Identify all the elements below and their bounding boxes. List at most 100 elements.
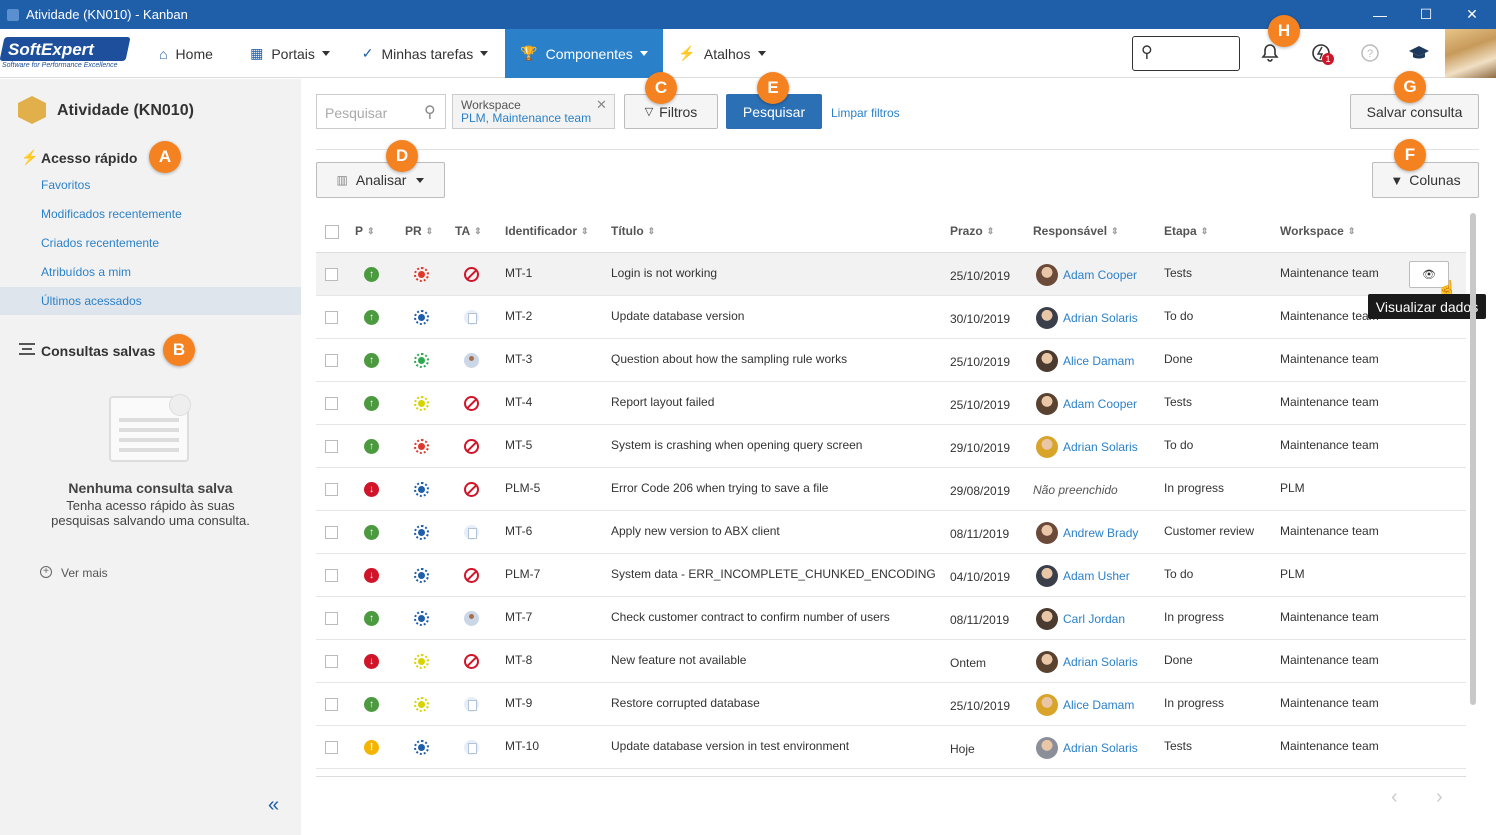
row-checkbox[interactable] [325, 354, 338, 367]
sort-icon: ⇕ [1347, 226, 1356, 237]
row-checkbox[interactable] [325, 440, 338, 453]
filters-button[interactable]: ▽ Filtros [624, 94, 718, 129]
cell-responsible[interactable]: Adam Cooper [1063, 397, 1138, 411]
progress-status-icon [414, 267, 429, 282]
graduation-cap-icon[interactable] [1407, 41, 1431, 65]
workflow-icon[interactable]: 1 [1309, 41, 1334, 65]
sidebar-item-atribuidos[interactable]: Atribuídos a mim [41, 265, 132, 279]
header-divider [316, 252, 1466, 253]
cell-title: Question about how the sampling rule wor… [611, 352, 848, 366]
cell-responsible[interactable]: Adrian Solaris [1063, 440, 1138, 454]
cell-due: 25/10/2019 [950, 699, 1011, 713]
see-more-link[interactable]: Ver mais [61, 566, 108, 580]
row-checkbox[interactable] [325, 483, 338, 496]
badge-b: B [163, 334, 195, 366]
search-query-input[interactable]: Pesquisar ⚲ [316, 94, 446, 129]
table-row[interactable]: ↑ MT-4 Report layout failed 25/10/2019 Adam … [316, 382, 1466, 425]
row-checkbox[interactable] [325, 698, 338, 711]
row-checkbox[interactable] [325, 397, 338, 410]
priority-icon: ↑ [364, 525, 379, 540]
bell-icon[interactable] [1258, 41, 1282, 65]
nav-home[interactable]: ⌂ Home [159, 45, 213, 62]
sidebar-item-favoritos[interactable]: Favoritos [41, 178, 91, 192]
row-checkbox[interactable] [325, 268, 338, 281]
sidebar-item-criados[interactable]: Criados recentemente [41, 236, 160, 250]
table-row[interactable]: ↑ MT-5 System is crashing when opening que… [316, 425, 1466, 468]
softexpert-logo[interactable]: SoftExpert Software for Performance Exce… [0, 37, 131, 73]
nav-componentes[interactable]: 🏆 Componentes [505, 29, 663, 78]
close-button[interactable]: ✕ [1466, 6, 1478, 22]
clear-filters-link[interactable]: Limpar filtros [831, 106, 900, 120]
avatar [1036, 737, 1058, 759]
sidebar-item-ultimos[interactable]: Últimos acessados [41, 294, 142, 308]
minimize-button[interactable]: — [1373, 6, 1387, 23]
close-icon[interactable]: ✕ [596, 97, 607, 112]
cell-responsible[interactable]: Adrian Solaris [1063, 311, 1138, 325]
table-row[interactable]: ↓ PLM-7 System data - ERR_INCOMPLETE_CHUNK… [316, 554, 1466, 597]
workspace-filter-chip[interactable]: Workspace PLM, Maintenance team ✕ [452, 94, 615, 129]
nav-minhas-tarefas[interactable]: ✓ Minhas tarefas [350, 29, 500, 78]
row-checkbox[interactable] [325, 311, 338, 324]
table-row[interactable]: ! MT-10 Update database version in test en… [316, 726, 1466, 769]
cell-responsible[interactable]: Adrian Solaris [1063, 741, 1138, 755]
sidebar-item-modificados[interactable]: Modificados recentemente [41, 207, 182, 221]
row-checkbox[interactable] [325, 741, 338, 754]
table-bottom-divider [316, 776, 1466, 777]
chevron-down-icon [757, 51, 766, 56]
select-all-checkbox[interactable] [325, 225, 339, 239]
cell-stage: Tests [1164, 395, 1193, 409]
column-header-pr[interactable]: PR ⇕ [405, 224, 434, 238]
view-data-button[interactable]: 👁 [1409, 261, 1449, 288]
cell-responsible[interactable]: Alice Damam [1063, 698, 1135, 712]
progress-status-icon [414, 353, 429, 368]
nav-portais[interactable]: ▦ Portais [240, 29, 340, 78]
table-row[interactable]: ↓ MT-8 New feature not available Ontem Adria… [316, 640, 1466, 683]
app-icon [7, 9, 19, 21]
cell-responsible[interactable]: Alice Damam [1063, 354, 1135, 368]
cell-due: Hoje [950, 742, 975, 756]
priority-icon: ↑ [364, 267, 379, 282]
next-page-icon[interactable]: › [1436, 786, 1443, 808]
nav-atalhos[interactable]: ⚡ Atalhos [672, 29, 772, 78]
global-search-input[interactable]: ⚲ [1132, 36, 1240, 71]
cell-workspace: PLM [1280, 481, 1305, 495]
columns-button[interactable]: ▼ Colunas [1372, 162, 1479, 198]
column-header-responsavel[interactable]: Responsável ⇕ [1033, 224, 1119, 238]
analyze-button[interactable]: ▥ Analisar [316, 162, 445, 198]
prev-page-icon[interactable]: ‹ [1391, 786, 1398, 808]
column-header-p[interactable]: P ⇕ [355, 224, 375, 238]
column-header-etapa[interactable]: Etapa ⇕ [1164, 224, 1209, 238]
cell-responsible[interactable]: Adam Cooper [1063, 268, 1138, 282]
table-row[interactable]: ↑ MT-2 Update database version 30/10/2019 Ad… [316, 296, 1466, 339]
row-checkbox[interactable] [325, 655, 338, 668]
cell-responsible[interactable]: Adrian Solaris [1063, 655, 1138, 669]
cell-responsible[interactable]: Carl Jordan [1063, 612, 1126, 626]
row-checkbox[interactable] [325, 526, 338, 539]
column-header-workspace[interactable]: Workspace ⇕ [1280, 224, 1356, 238]
table-row[interactable]: ↑ MT-7 Check customer contract to confirm … [316, 597, 1466, 640]
chip-label: Workspace [461, 98, 521, 112]
user-avatar[interactable] [1445, 29, 1496, 78]
row-checkbox[interactable] [325, 612, 338, 625]
table-row[interactable]: ↓ PLM-5 Error Code 206 when trying to save… [316, 468, 1466, 511]
progress-status-icon [414, 740, 429, 755]
progress-status-icon [414, 654, 429, 669]
table-row[interactable]: ↑ MT-3 Question about how the sampling rul… [316, 339, 1466, 382]
help-icon[interactable]: ? [1358, 41, 1382, 65]
column-header-identificador[interactable]: Identificador ⇕ [505, 224, 589, 238]
column-header-prazo[interactable]: Prazo ⇕ [950, 224, 995, 238]
sort-icon: ⇕ [647, 226, 656, 237]
maximize-button[interactable]: ☐ [1419, 6, 1433, 22]
table-row[interactable]: ↑ MT-9 Restore corrupted database 25/10/201… [316, 683, 1466, 726]
home-icon: ⌂ [159, 45, 168, 62]
collapse-sidebar-icon[interactable]: « [268, 794, 280, 816]
table-row[interactable]: ↑ MT-6 Apply new version to ABX client 08/1… [316, 511, 1466, 554]
cell-responsible[interactable]: Adam Usher [1063, 569, 1130, 583]
column-header-ta[interactable]: TA ⇕ [455, 224, 482, 238]
table-row[interactable]: ↑ MT-1 Login is not working 25/10/2019 Adam … [316, 253, 1466, 296]
column-header-titulo[interactable]: Título ⇕ [611, 224, 656, 238]
cell-responsible[interactable]: Andrew Brady [1063, 526, 1139, 540]
logo-tagline: Software for Performance Excellence [2, 62, 118, 69]
vertical-scrollbar[interactable] [1470, 213, 1476, 705]
row-checkbox[interactable] [325, 569, 338, 582]
